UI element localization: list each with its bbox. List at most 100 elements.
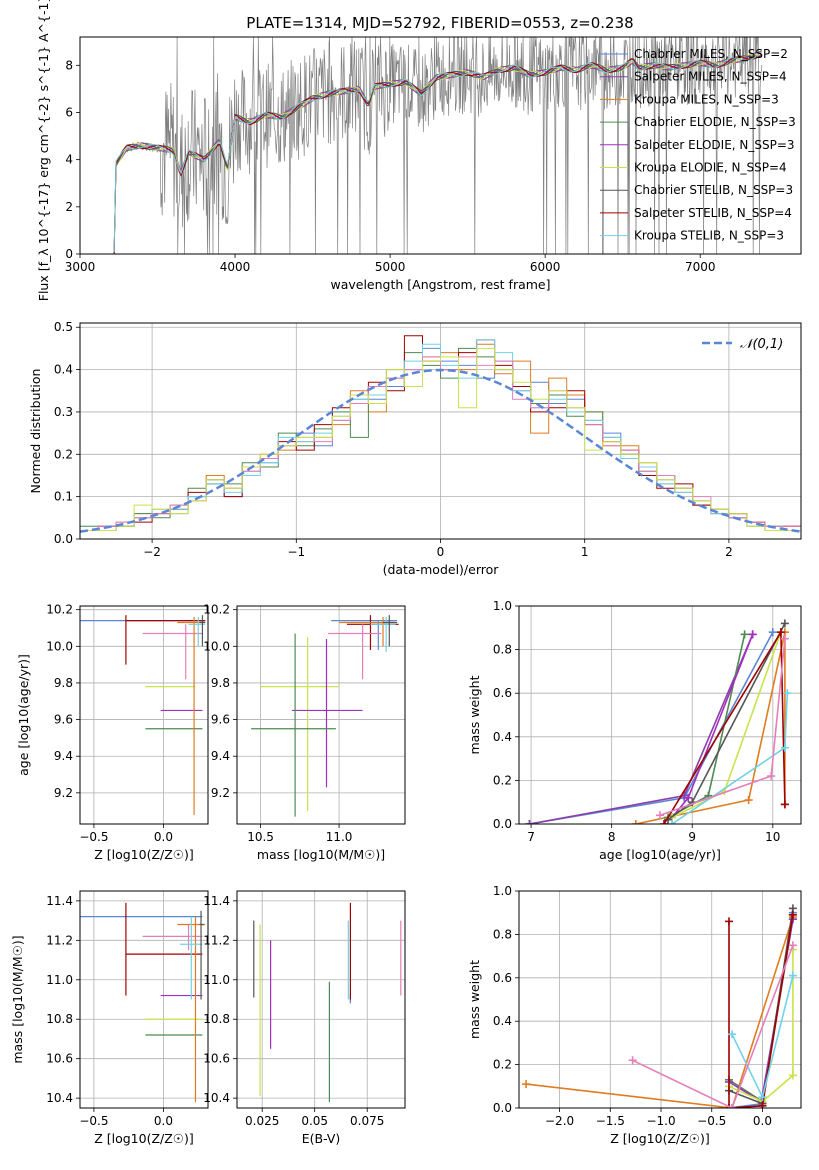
spectrum-xtick-label: 6000 bbox=[530, 260, 561, 274]
mw-z-ytick-label: 0.8 bbox=[493, 927, 512, 941]
age-z-ytick-label: 9.4 bbox=[54, 749, 73, 763]
age-z-ytick-label: 10.0 bbox=[46, 639, 73, 653]
mass-ebv-plot-area bbox=[253, 902, 402, 1103]
spectrum-xtick-label: 7000 bbox=[685, 260, 716, 274]
spectrum-legend-label: Kroupa STELIB, N_SSP=3 bbox=[634, 229, 784, 243]
mass-z-ytick-label: 11.4 bbox=[46, 894, 73, 908]
mass-ebv-ytick-label: 11.0 bbox=[203, 973, 230, 987]
age-mass-ytick-label: 9.6 bbox=[211, 713, 230, 727]
hist-frame bbox=[79, 322, 802, 540]
hist-ytick-label: 0.2 bbox=[54, 447, 73, 461]
mw-age-plot-area bbox=[525, 619, 792, 824]
age-z-ytick-label: 10.2 bbox=[46, 603, 73, 617]
mw-age-ytick-label: 0.2 bbox=[493, 773, 512, 787]
spectrum-ytick-label: 2 bbox=[65, 200, 73, 214]
hist-ylabel: Normed distribution bbox=[28, 369, 43, 494]
hist-xtick-label: 2 bbox=[725, 545, 733, 559]
hist-plot-area bbox=[80, 335, 801, 539]
spectrum-plot-area bbox=[113, 37, 763, 254]
mw-age-xtick-label: 8 bbox=[608, 830, 616, 844]
spectrum-legend-label: Chabrier STELIB, N_SSP=3 bbox=[634, 183, 793, 197]
age-mass-axes: 10.5 11.0 9.2 9.4 9.6 9.8 10.0 10.2 mass [log10(… bbox=[203, 603, 405, 862]
age-z-plot-area bbox=[80, 615, 206, 815]
mass-z-xtick-label: −0.5 bbox=[79, 1114, 108, 1128]
mass-z-plot-area bbox=[80, 902, 206, 1103]
mw-age-ytick-label: 1.0 bbox=[493, 599, 512, 613]
mass-z-axes: −0.5 0.0 10.4 10.6 10.8 11.0 11.2 11.4 Z [log10(… bbox=[10, 891, 208, 1146]
spectrum-xtick-label: 5000 bbox=[375, 260, 406, 274]
spectrum-xlabel: wavelength [Angstrom, rest frame] bbox=[330, 277, 550, 292]
mw-age-series-line bbox=[635, 632, 786, 824]
spectrum-ytick-label: 6 bbox=[65, 105, 73, 119]
mass-ebv-xtick-label: 0.075 bbox=[350, 1114, 384, 1128]
mw-age-ytick-label: 0.6 bbox=[493, 686, 512, 700]
mw-z-ytick-label: 0.6 bbox=[493, 971, 512, 985]
mw-age-series-line bbox=[529, 631, 774, 824]
hist-ytick-label: 0.3 bbox=[54, 405, 73, 419]
mw-age-frame bbox=[518, 605, 802, 825]
age-z-frame bbox=[79, 605, 209, 825]
spectrum-xtick-label: 3000 bbox=[65, 260, 96, 274]
mw-z-series-line bbox=[728, 949, 794, 1103]
figure-title: PLATE=1314, MJD=52792, FIBERID=0553, z=0… bbox=[246, 14, 633, 32]
age-z-ytick-label: 9.6 bbox=[54, 713, 73, 727]
mass-z-xlabel: Z [log10(Z/Z☉)] bbox=[94, 1131, 194, 1146]
hist-normal-curve bbox=[80, 368, 801, 533]
age-mass-plot-area bbox=[251, 615, 399, 817]
mw-z-ytick-label: 0.0 bbox=[493, 1101, 512, 1115]
spectrum-legend-label: Kroupa MILES, N_SSP=3 bbox=[634, 92, 779, 106]
spectrum-model-line bbox=[113, 51, 762, 253]
mw-age-ylabel: mass weight bbox=[467, 675, 482, 754]
mass-ebv-ytick-label: 10.4 bbox=[203, 1091, 230, 1105]
spectrum-xtick-label: 4000 bbox=[220, 260, 251, 274]
mw-z-xlabel: Z [log10(Z/Z☉)] bbox=[610, 1131, 710, 1146]
mass-ebv-frame bbox=[236, 890, 406, 1109]
spectrum-data-line bbox=[114, 37, 763, 254]
age-z-ylabel: age [log10(age/yr)] bbox=[16, 654, 31, 776]
mass-z-ytick-label: 11.2 bbox=[46, 933, 73, 947]
age-z-xtick-label: 0.0 bbox=[154, 830, 173, 844]
hist-xtick-label: −2 bbox=[143, 545, 161, 559]
spectrum-ytick-label: 8 bbox=[65, 58, 73, 72]
mw-z-ytick-label: 0.2 bbox=[493, 1058, 512, 1072]
mass-z-xtick-label: 0.0 bbox=[154, 1114, 173, 1128]
mw-age-ytick-label: 0.0 bbox=[493, 817, 512, 831]
mw-age-xtick-label: 7 bbox=[527, 830, 535, 844]
age-z-ytick-label: 9.2 bbox=[54, 786, 73, 800]
mass-z-ytick-label: 10.8 bbox=[46, 1012, 73, 1026]
hist-ytick-label: 0.4 bbox=[54, 363, 73, 377]
mw-age-series-line bbox=[529, 633, 754, 824]
spectrum-legend-label: Chabrier MILES, N_SSP=2 bbox=[634, 47, 788, 61]
spectrum-legend-label: Salpeter STELIB, N_SSP=4 bbox=[634, 206, 792, 220]
mass-z-frame bbox=[79, 890, 209, 1109]
hist-xtick-label: −1 bbox=[287, 545, 305, 559]
mass-z-ylabel: mass [log10(M/M☉)] bbox=[10, 935, 25, 1063]
spectrum-legend-label: Kroupa ELODIE, N_SSP=4 bbox=[634, 161, 787, 175]
mw-z-xtick-label: −0.5 bbox=[697, 1114, 726, 1128]
mw-z-xtick-label: 0.0 bbox=[753, 1114, 772, 1128]
mass-ebv-xtick-label: 0.025 bbox=[245, 1114, 279, 1128]
mw-z-xtick-label: −2.0 bbox=[545, 1114, 574, 1128]
spectrum-ylabel: Flux [f_λ 10^{-17} erg cm^{-2} s^{-1} A^… bbox=[36, 0, 51, 301]
mass-z-ytick-label: 10.6 bbox=[46, 1052, 73, 1066]
age-mass-ytick-label: 9.2 bbox=[211, 786, 230, 800]
spectrum-legend-label: Chabrier ELODIE, N_SSP=3 bbox=[634, 115, 796, 129]
mw-age-xtick-label: 10 bbox=[765, 830, 780, 844]
mw-z-ytick-label: 0.4 bbox=[493, 1014, 512, 1028]
spectrum-model-line bbox=[113, 55, 762, 254]
age-mass-xtick-label: 10.5 bbox=[247, 830, 274, 844]
spectrum-ytick-label: 0 bbox=[65, 247, 73, 261]
age-mass-ytick-label: 9.4 bbox=[211, 749, 230, 763]
hist-xtick-label: 1 bbox=[581, 545, 589, 559]
spectrum-legend-label: Salpeter MILES, N_SSP=4 bbox=[634, 70, 787, 84]
hist-ytick-label: 0.5 bbox=[54, 320, 73, 334]
mass-ebv-ytick-label: 10.6 bbox=[203, 1052, 230, 1066]
spectrum-frame bbox=[79, 36, 802, 255]
age-mass-frame bbox=[236, 605, 406, 825]
mw-age-axes: 7 8 9 10 0.0 0.2 0.4 0.6 0.8 1.0 age [log10(age/yr… bbox=[467, 599, 801, 862]
mw-z-plot-area bbox=[522, 904, 797, 1108]
mass-ebv-ytick-label: 11.2 bbox=[203, 933, 230, 947]
age-mass-ytick-label: 9.8 bbox=[211, 676, 230, 690]
mw-age-xlabel: age [log10(age/yr)] bbox=[599, 847, 721, 862]
